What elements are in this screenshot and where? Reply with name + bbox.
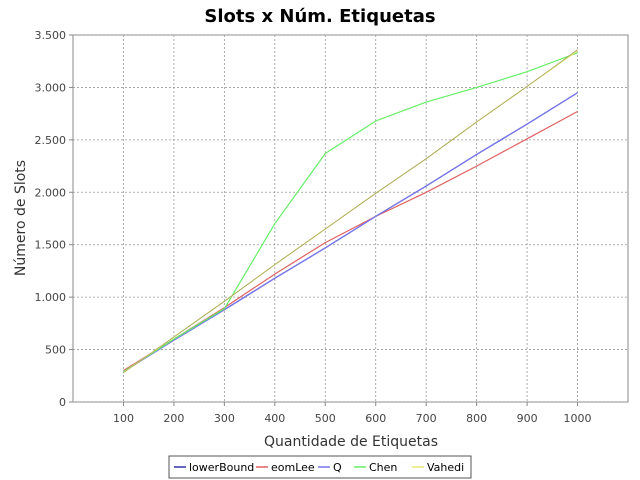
series-line-chen xyxy=(123,52,578,373)
y-tick-label: 0 xyxy=(59,396,66,409)
y-tick-label: 3.500 xyxy=(35,29,67,42)
grid-lines xyxy=(73,34,628,403)
axis-ticks: 100 200 300 400 500 600 700 800 900 1000 0 500 1.000… xyxy=(35,29,592,425)
series-line-overlay xyxy=(123,49,578,373)
x-axis-label: Quantidade de Etiquetas xyxy=(264,434,438,450)
x-tick-label: 300 xyxy=(214,412,235,425)
y-tick-label: 1.500 xyxy=(35,239,67,252)
legend-label-chen: Chen xyxy=(369,461,397,474)
legend: lowerBound eomLee Q Chen Vahedi xyxy=(168,455,472,479)
series-line-q xyxy=(123,92,578,373)
x-tick-label: 900 xyxy=(517,412,538,425)
legend-label-lowerbound: lowerBound xyxy=(189,461,254,474)
y-tick-label: 1.000 xyxy=(35,291,67,304)
legend-label-vahedi: Vahedi xyxy=(427,461,464,474)
x-tick-label: 200 xyxy=(163,412,184,425)
y-tick-label: 2.500 xyxy=(35,134,67,147)
x-tick-label: 600 xyxy=(365,412,386,425)
x-tick-label: 400 xyxy=(264,412,285,425)
plot-area xyxy=(72,34,629,403)
series-lines xyxy=(123,49,578,374)
y-tick-label: 500 xyxy=(45,344,66,357)
legend-label-q: Q xyxy=(333,461,342,474)
x-tick-label: 500 xyxy=(315,412,336,425)
x-tick-label: 1000 xyxy=(564,412,592,425)
y-tick-label: 3.000 xyxy=(35,81,67,94)
x-tick-label: 800 xyxy=(466,412,487,425)
y-tick-label: 2.000 xyxy=(35,186,67,199)
x-tick-label: 100 xyxy=(113,412,134,425)
y-axis-label: Número de Slots xyxy=(13,160,29,276)
chart-title: Slots x Núm. Etiquetas xyxy=(204,6,435,27)
legend-label-eomlee: eomLee xyxy=(271,461,315,474)
x-tick-label: 700 xyxy=(416,412,437,425)
